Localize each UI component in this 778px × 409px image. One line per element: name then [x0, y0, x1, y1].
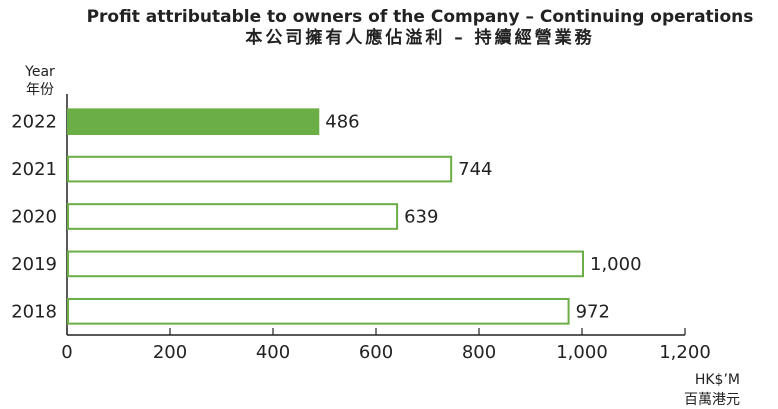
value-label: 1,000: [590, 254, 642, 275]
chart-title: Profit attributable to owners of the Com…: [87, 7, 754, 27]
x-axis-label: 百萬港元: [684, 392, 740, 408]
x-tick-label: 600: [359, 342, 393, 363]
y-axis-label: Year: [24, 64, 55, 80]
bar: [67, 203, 399, 230]
bar: [67, 155, 453, 183]
y-tick-label: 2018: [11, 301, 57, 322]
value-label: 972: [576, 301, 610, 322]
y-axis-label: 年份: [26, 82, 54, 98]
y-tick-label: 2021: [11, 159, 57, 180]
y-tick-label: 2022: [11, 112, 57, 133]
bar: [67, 108, 320, 136]
x-tick-label: 1,000: [556, 342, 608, 363]
y-tick-label: 2020: [11, 207, 57, 228]
x-axis-label: HK$’M: [695, 372, 740, 388]
value-label: 639: [404, 207, 438, 228]
bar: [67, 250, 584, 278]
value-label: 486: [325, 112, 359, 133]
x-tick-label: 200: [153, 342, 187, 363]
x-tick-label: 0: [61, 342, 72, 363]
bar: [67, 297, 570, 325]
y-tick-label: 2019: [11, 254, 57, 275]
value-label: 744: [458, 159, 492, 180]
chart-subtitle: 本公司擁有人應佔溢利 – 持續經營業務: [245, 27, 594, 48]
x-tick-label: 1,200: [659, 342, 711, 363]
x-tick-label: 800: [462, 342, 496, 363]
x-tick-label: 400: [256, 342, 290, 363]
